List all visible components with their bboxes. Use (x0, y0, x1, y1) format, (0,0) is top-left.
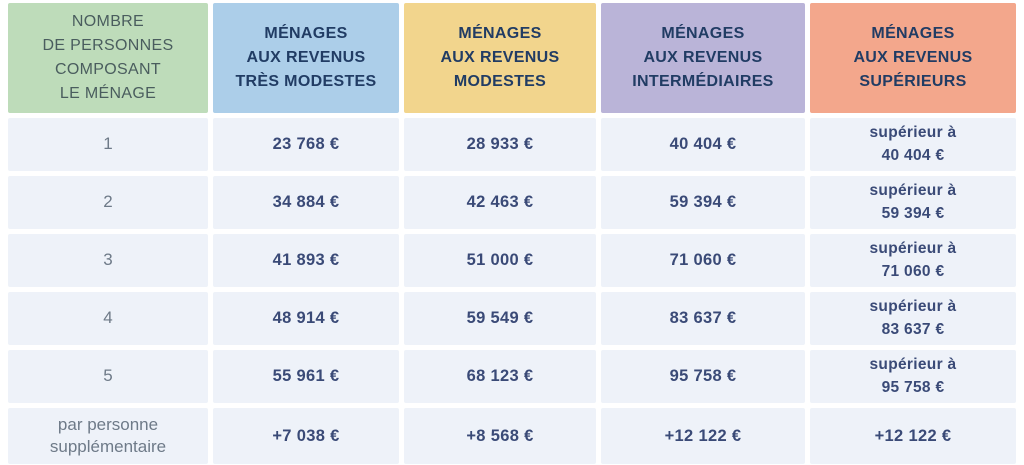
header-cell-modestes: MÉNAGES AUX REVENUS MODESTES (404, 3, 596, 113)
value-cell: 40 404 € (601, 118, 805, 171)
header-cell-intermediaires: MÉNAGES AUX REVENUS INTERMÉDIAIRES (601, 3, 805, 113)
value-cell: 83 637 € (601, 292, 805, 345)
value-cell: +12 122 € (601, 408, 805, 464)
value-cell: supérieur à 95 758 € (810, 350, 1016, 403)
value-cell: 34 884 € (213, 176, 399, 229)
value-cell: 51 000 € (404, 234, 596, 287)
value-cell: 71 060 € (601, 234, 805, 287)
value-cell: supérieur à 83 637 € (810, 292, 1016, 345)
row-label: 2 (8, 176, 208, 229)
value-cell: 23 768 € (213, 118, 399, 171)
value-cell: 48 914 € (213, 292, 399, 345)
value-cell: 68 123 € (404, 350, 596, 403)
row-label: 1 (8, 118, 208, 171)
value-cell: 28 933 € (404, 118, 596, 171)
value-cell: 95 758 € (601, 350, 805, 403)
value-cell: 59 549 € (404, 292, 596, 345)
header-cell-superieurs: MÉNAGES AUX REVENUS SUPÉRIEURS (810, 3, 1016, 113)
value-cell: supérieur à 40 404 € (810, 118, 1016, 171)
value-cell: +12 122 € (810, 408, 1016, 464)
value-cell: 41 893 € (213, 234, 399, 287)
row-label: 4 (8, 292, 208, 345)
income-table: NOMBRE DE PERSONNES COMPOSANT LE MÉNAGE … (8, 3, 1016, 464)
value-cell: supérieur à 59 394 € (810, 176, 1016, 229)
header-cell-household-size: NOMBRE DE PERSONNES COMPOSANT LE MÉNAGE (8, 3, 208, 113)
value-cell: supérieur à 71 060 € (810, 234, 1016, 287)
header-cell-tres-modestes: MÉNAGES AUX REVENUS TRÈS MODESTES (213, 3, 399, 113)
value-cell: 42 463 € (404, 176, 596, 229)
row-label: 3 (8, 234, 208, 287)
row-label-extra-person: par personne supplémentaire (8, 408, 208, 464)
value-cell: 59 394 € (601, 176, 805, 229)
value-cell: +7 038 € (213, 408, 399, 464)
row-label: 5 (8, 350, 208, 403)
value-cell: +8 568 € (404, 408, 596, 464)
value-cell: 55 961 € (213, 350, 399, 403)
